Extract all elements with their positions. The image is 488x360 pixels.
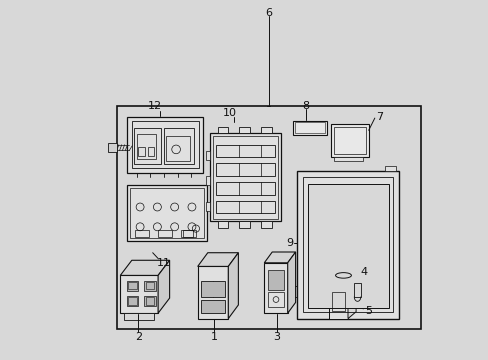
Polygon shape [264, 252, 295, 263]
Bar [307, 184, 387, 308]
Text: 3: 3 [273, 332, 280, 342]
Bar [144, 296, 155, 306]
Bar [333, 127, 365, 154]
Polygon shape [197, 253, 238, 266]
Bar [292, 121, 326, 135]
Bar [127, 117, 203, 173]
Bar [137, 147, 145, 156]
Bar [267, 270, 284, 290]
Text: 11: 11 [156, 258, 170, 268]
Bar [126, 296, 138, 306]
Bar [107, 143, 117, 152]
Bar [136, 134, 156, 159]
Bar [201, 300, 224, 313]
Bar [134, 230, 149, 237]
Text: 6: 6 [264, 8, 271, 18]
Polygon shape [347, 298, 355, 319]
Bar [354, 283, 360, 297]
Bar [294, 122, 325, 133]
Bar [145, 282, 154, 289]
Bar [132, 121, 199, 168]
Text: 1: 1 [210, 332, 217, 342]
Bar [330, 124, 368, 157]
Bar [117, 106, 420, 329]
Bar [215, 145, 275, 157]
Text: 5: 5 [365, 306, 371, 316]
Bar [215, 163, 275, 176]
Bar [123, 313, 154, 320]
Bar [165, 136, 190, 161]
Text: 9: 9 [285, 238, 292, 248]
Polygon shape [287, 252, 295, 313]
Polygon shape [158, 260, 169, 313]
Text: 2: 2 [135, 332, 142, 342]
Polygon shape [120, 260, 169, 275]
Bar [205, 176, 210, 185]
Bar [128, 297, 137, 305]
Bar [205, 202, 210, 211]
Bar [267, 292, 284, 307]
Bar [197, 266, 228, 319]
Bar [144, 281, 155, 291]
Bar [213, 136, 277, 219]
Bar [127, 185, 206, 241]
Ellipse shape [335, 273, 351, 278]
Bar [384, 166, 395, 171]
Bar [260, 127, 271, 133]
Bar [328, 284, 347, 319]
Bar [239, 221, 249, 228]
Text: 10: 10 [222, 108, 236, 118]
Bar [215, 182, 275, 195]
Bar [217, 221, 228, 228]
Bar [201, 281, 224, 297]
Bar [334, 157, 363, 161]
Bar [210, 133, 280, 221]
Bar [217, 127, 228, 133]
Text: 4: 4 [360, 267, 367, 277]
Bar [158, 230, 172, 237]
Bar [147, 147, 154, 156]
Bar [126, 281, 138, 291]
Text: 7: 7 [375, 112, 382, 122]
Bar [264, 263, 287, 313]
Bar [335, 275, 351, 299]
Bar [215, 201, 275, 213]
Bar [183, 230, 193, 237]
Bar [130, 188, 203, 238]
Bar [303, 177, 392, 312]
Bar [120, 275, 158, 313]
Bar [145, 297, 154, 305]
Bar [260, 221, 271, 228]
Bar [205, 151, 210, 160]
Bar [128, 282, 137, 289]
Text: 8: 8 [302, 101, 308, 111]
Bar [181, 230, 196, 237]
Polygon shape [228, 253, 238, 319]
Ellipse shape [335, 296, 351, 302]
Bar [163, 128, 194, 164]
Bar [331, 292, 345, 311]
Bar [134, 128, 161, 164]
Bar [296, 171, 399, 319]
Text: 12: 12 [148, 101, 162, 111]
Bar [239, 127, 249, 133]
